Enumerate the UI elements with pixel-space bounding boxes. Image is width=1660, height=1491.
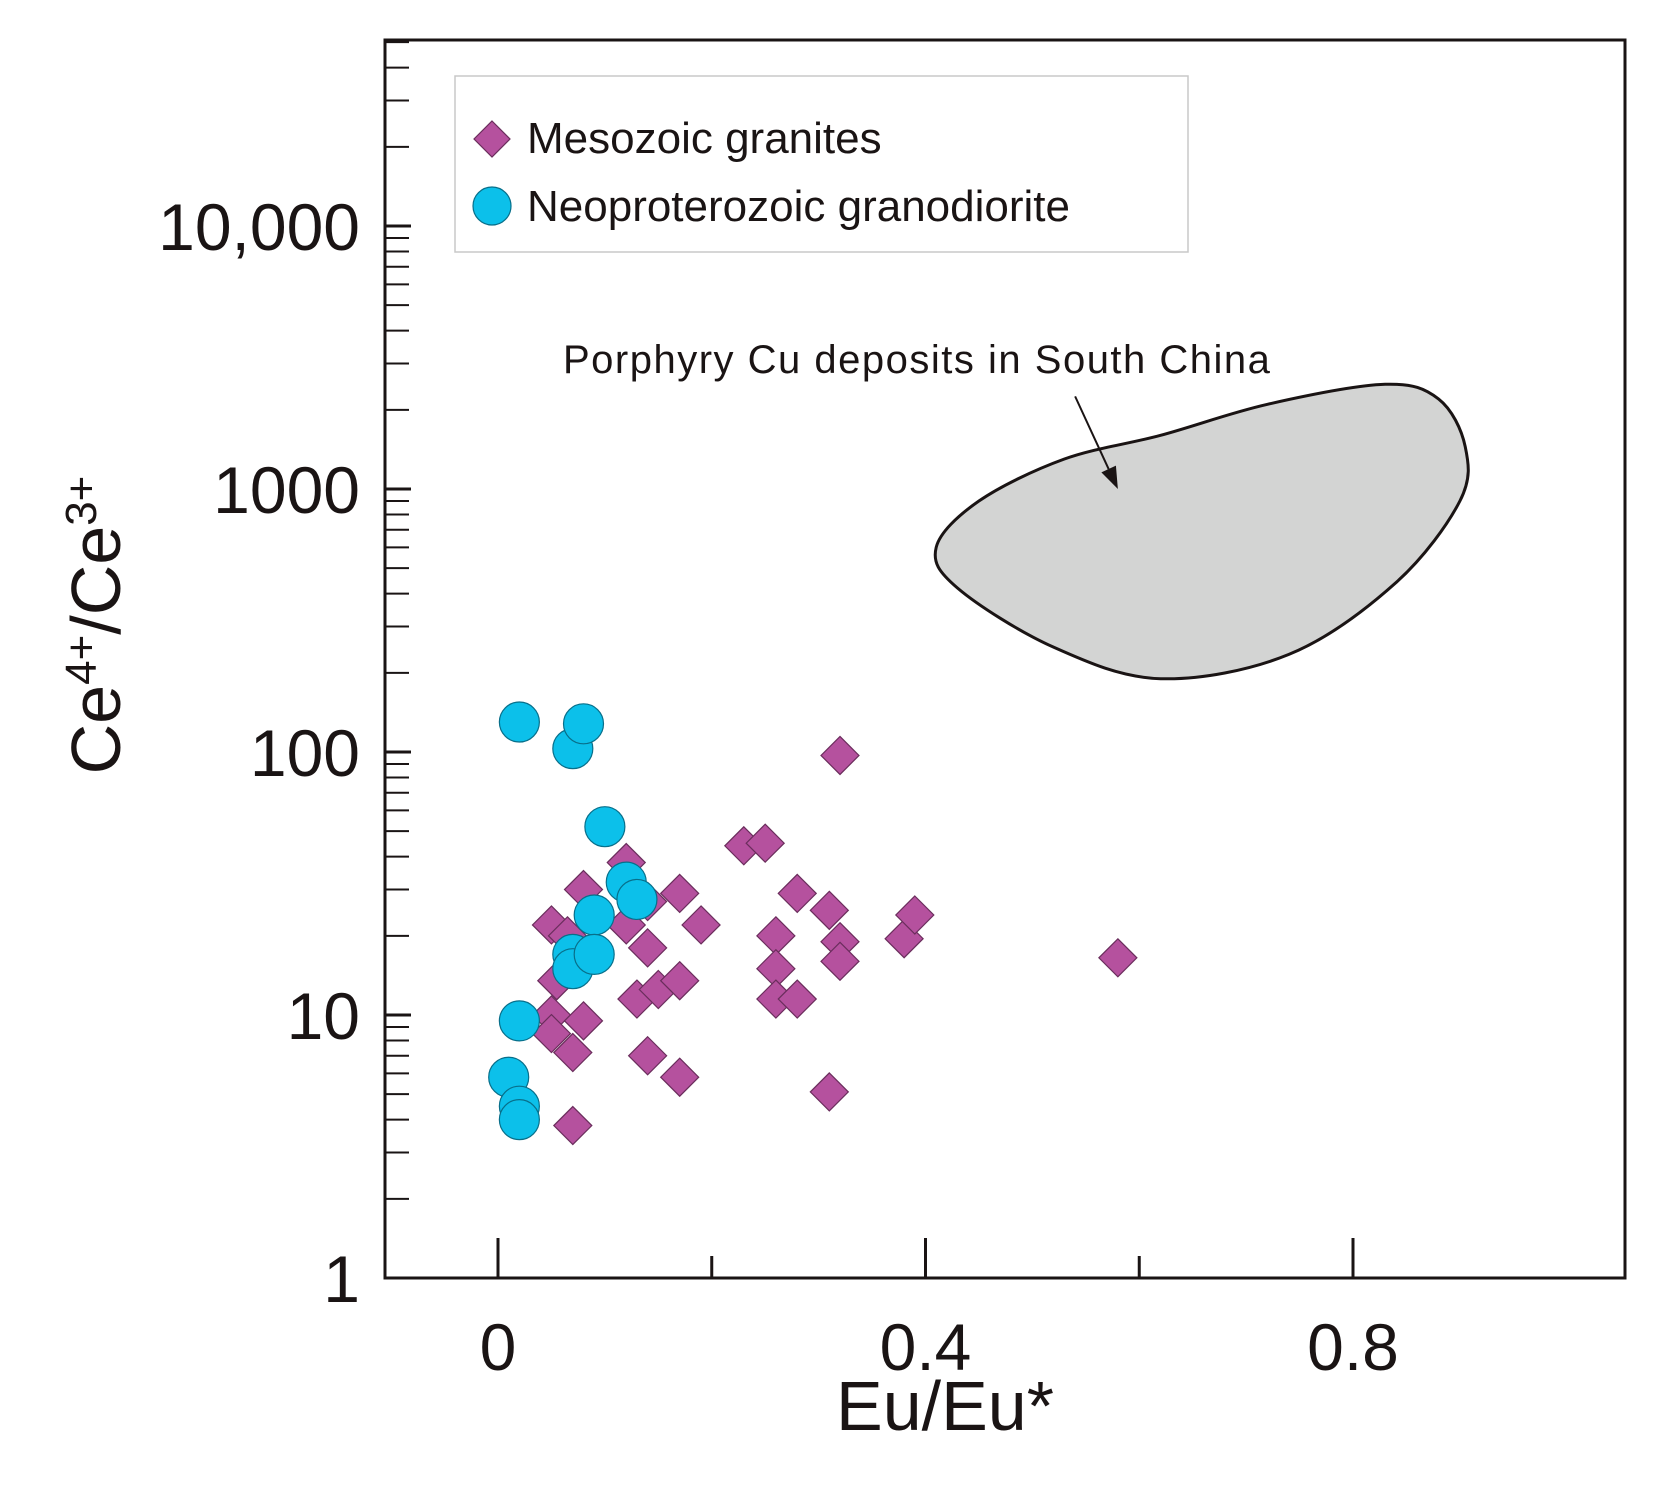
legend-circle-marker: [472, 186, 512, 226]
mesozoic-granite-point: [552, 1032, 593, 1073]
neoproterozoic-granodiorite-point: [573, 894, 615, 936]
mesozoic-granite-point: [809, 1072, 850, 1112]
y-major-ticks: [385, 224, 411, 1280]
y-tick-labels: 1 10 100 1000 10,000: [158, 190, 360, 1316]
mesozoic-granite-point: [777, 873, 818, 914]
y-axis-title: Ce4+/Ce3+: [57, 476, 136, 775]
y-axis-title-sep: /Ce: [57, 526, 135, 635]
y-tick-label: 100: [250, 716, 360, 790]
x-ticks: [496, 1238, 1355, 1278]
mesozoic-granite-point: [809, 890, 850, 931]
y-minor-ticks: [385, 41, 409, 1200]
mesozoic-granite-point: [659, 1057, 700, 1098]
y-tick-label: 10: [287, 979, 360, 1053]
mesozoic-granite-point: [745, 823, 786, 864]
y-axis-title-base: Ce: [57, 685, 135, 774]
field-annotation-label: Porphyry Cu deposits in South China: [563, 338, 1271, 382]
plot-frame: [383, 38, 1627, 1280]
legend-box: [454, 75, 1189, 253]
x-tick-labels: 0 0.4 0.8: [480, 1310, 1399, 1384]
series-mesozoic: [531, 735, 1138, 1146]
neoproterozoic-granodiorite-point: [573, 933, 615, 975]
legend-label-neoproterozoic: Neoproterozoic granodiorite: [527, 182, 1070, 231]
mesozoic-granite-point: [894, 895, 935, 935]
mesozoic-granite-point: [820, 941, 860, 982]
mesozoic-granite-point: [552, 1105, 593, 1146]
mesozoic-granite-point: [681, 905, 721, 945]
neoproterozoic-granodiorite-point: [584, 806, 626, 848]
y-tick-label: 1: [323, 1242, 360, 1316]
neoproterozoic-granodiorite-point: [498, 1000, 540, 1042]
legend-diamond-marker: [473, 120, 511, 158]
neoproterozoic-granodiorite-point: [562, 703, 605, 745]
y-axis-title-sup1: 4+: [57, 635, 106, 685]
y-tick-label: 1000: [213, 453, 360, 527]
field-annotation-arrowhead: [1101, 465, 1118, 489]
mesozoic-granite-point: [1098, 937, 1138, 978]
legend: Mesozoic granites Neoproterozoic granodi…: [454, 75, 1189, 253]
mesozoic-granite-point: [777, 979, 818, 1019]
mesozoic-granite-point: [563, 1001, 604, 1041]
x-tick-label: 0: [480, 1310, 517, 1384]
y-axis-title-sup2: 3+: [57, 476, 106, 526]
porphyry-cu-field: [933, 382, 1470, 681]
data-points: [488, 701, 1138, 1146]
x-tick-label: 0.8: [1307, 1310, 1399, 1384]
mesozoic-granite-point: [659, 960, 700, 1001]
x-tick-label: 0.4: [880, 1310, 972, 1384]
x-axis-title: Eu/Eu*: [836, 1367, 1054, 1445]
neoproterozoic-granodiorite-point: [498, 1099, 540, 1141]
mesozoic-granite-point: [820, 735, 860, 776]
mesozoic-granite-point: [627, 1035, 668, 1076]
field-annotation-arrow: [1074, 395, 1110, 470]
legend-label-mesozoic: Mesozoic granites: [527, 114, 882, 163]
porphyry-field-group: Porphyry Cu deposits in South China: [563, 338, 1470, 681]
series-neoproterozoic: [488, 701, 658, 1141]
mesozoic-granite-point: [659, 873, 700, 914]
mesozoic-granite-point: [627, 928, 668, 968]
neoproterozoic-granodiorite-point: [498, 701, 540, 743]
neoproterozoic-granodiorite-point: [616, 878, 658, 921]
y-tick-label: 10,000: [158, 190, 360, 264]
